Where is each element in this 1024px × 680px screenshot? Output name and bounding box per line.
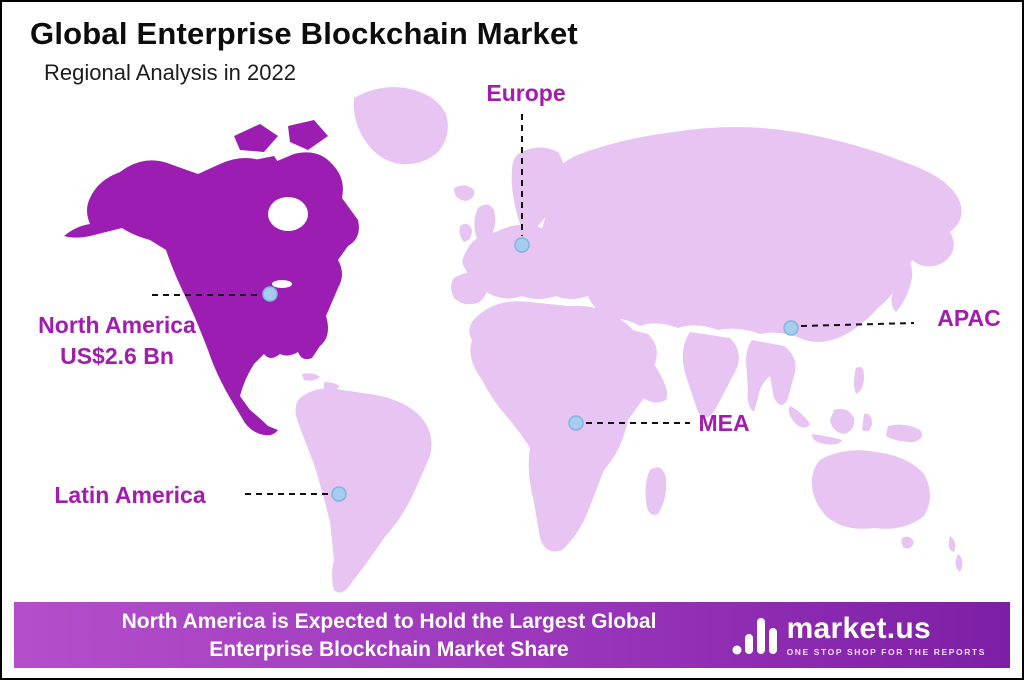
landmass-kamchatka bbox=[926, 230, 937, 264]
marker-north-america bbox=[262, 286, 278, 302]
landmass-new-zealand-south bbox=[955, 554, 963, 572]
landmass-india bbox=[682, 332, 739, 418]
marketus-logo-icon bbox=[732, 618, 777, 655]
landmass-iberia bbox=[451, 272, 488, 305]
landmass-arctic-island-3 bbox=[254, 156, 282, 174]
landmass-ireland bbox=[459, 223, 472, 242]
great-lakes bbox=[272, 280, 292, 288]
footer-headline-line2: Enterprise Blockchain Market Share bbox=[209, 638, 569, 661]
landmass-uk bbox=[474, 204, 496, 242]
landmass-indochina bbox=[746, 340, 796, 412]
landmass-australia bbox=[811, 450, 930, 529]
landmass-eurasia bbox=[462, 127, 962, 342]
page-subtitle: Regional Analysis in 2022 bbox=[44, 60, 296, 85]
landmass-scandinavia bbox=[511, 147, 565, 230]
landmass-light-group bbox=[295, 87, 963, 593]
landmass-java bbox=[812, 434, 842, 445]
brand-name: market.us bbox=[786, 612, 932, 645]
water-cutouts bbox=[268, 197, 308, 288]
region-label-mea: MEA bbox=[698, 410, 750, 436]
landmass-iceland bbox=[454, 185, 475, 201]
marker-latin-america bbox=[331, 486, 347, 502]
landmass-sumatra bbox=[788, 406, 810, 428]
landmass-dark-group bbox=[64, 120, 359, 436]
marker-apac bbox=[783, 320, 799, 336]
page-title: Global Enterprise Blockchain Market bbox=[30, 16, 578, 51]
landmass-sulawesi bbox=[862, 413, 872, 432]
landmass-new-guinea bbox=[886, 424, 922, 442]
brand-text-block: market.us ONE STOP SHOP FOR THE REPORTS bbox=[786, 612, 986, 658]
leader-line-apac bbox=[800, 322, 915, 327]
landmass-caribbean-2 bbox=[324, 382, 340, 390]
region-label-latin-america: Latin America bbox=[54, 482, 206, 508]
landmass-caribbean-1 bbox=[302, 373, 320, 381]
landmass-philippines bbox=[854, 367, 864, 394]
region-label-north-america-name: North America bbox=[38, 312, 196, 338]
landmass-new-zealand-north bbox=[948, 536, 956, 552]
landmass-tasmania bbox=[901, 536, 914, 549]
landmass-japan bbox=[891, 254, 913, 312]
brand-tagline: ONE STOP SHOP FOR THE REPORTS bbox=[786, 647, 986, 657]
landmass-borneo bbox=[830, 409, 855, 434]
landmass-greenland bbox=[353, 87, 448, 165]
landmass-south-america bbox=[295, 388, 432, 593]
region-label-apac: APAC bbox=[937, 305, 1001, 331]
landmass-arctic-island-2 bbox=[288, 120, 328, 150]
brand-logo-block: market.us ONE STOP SHOP FOR THE REPORTS bbox=[727, 610, 986, 660]
leader-lines bbox=[152, 114, 915, 495]
region-value-north-america: US$2.6 Bn bbox=[60, 343, 174, 369]
region-label-north-america: North America US$2.6 Bn bbox=[24, 310, 210, 372]
region-markers bbox=[262, 237, 799, 502]
landmass-madagascar bbox=[645, 467, 667, 515]
landmass-arctic-island-1 bbox=[234, 124, 278, 152]
marker-europe bbox=[514, 237, 530, 253]
footer-banner: North America is Expected to Hold the La… bbox=[14, 602, 1010, 668]
hudson-bay bbox=[268, 197, 308, 231]
landmass-korea bbox=[851, 284, 867, 312]
region-label-europe: Europe bbox=[486, 80, 566, 106]
footer-headline: North America is Expected to Hold the La… bbox=[44, 608, 734, 664]
marker-mea bbox=[568, 415, 584, 431]
footer-headline-line1: North America is Expected to Hold the La… bbox=[121, 610, 657, 633]
landmass-arabia bbox=[599, 324, 657, 391]
